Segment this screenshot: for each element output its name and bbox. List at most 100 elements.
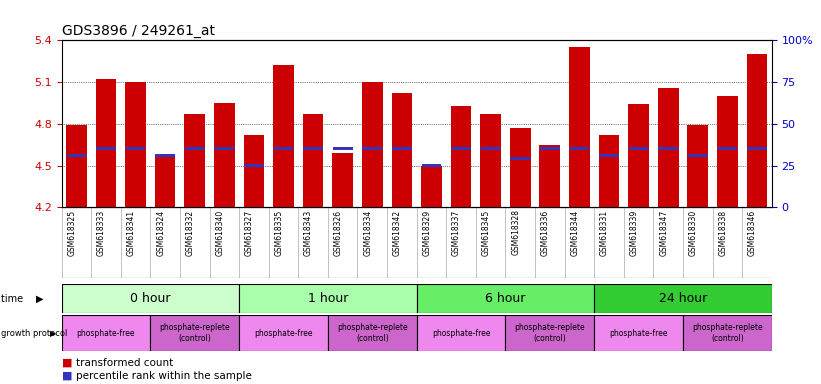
Bar: [658, 88, 678, 207]
Text: ■: ■: [62, 371, 76, 381]
Text: GSM618333: GSM618333: [97, 210, 106, 256]
Bar: [683, 315, 772, 351]
Bar: [687, 125, 709, 207]
Bar: [540, 147, 560, 150]
Bar: [96, 147, 116, 150]
Text: phosphate-free: phosphate-free: [432, 329, 490, 338]
Bar: [421, 166, 442, 207]
Text: GSM618342: GSM618342: [393, 210, 401, 256]
Bar: [510, 128, 530, 207]
Text: GSM618335: GSM618335: [274, 210, 283, 256]
Text: GSM618338: GSM618338: [718, 210, 727, 256]
Bar: [155, 154, 175, 157]
Bar: [214, 147, 234, 150]
Bar: [273, 65, 294, 207]
Text: GSM618344: GSM618344: [571, 210, 580, 256]
Text: phosphate-replete
(control): phosphate-replete (control): [515, 323, 585, 343]
Bar: [570, 147, 589, 150]
Bar: [62, 315, 150, 351]
Text: time: time: [1, 293, 26, 304]
Bar: [239, 315, 328, 351]
Text: growth protocol: growth protocol: [1, 329, 70, 338]
Bar: [328, 315, 416, 351]
Bar: [303, 147, 323, 150]
Bar: [244, 164, 264, 167]
Text: GSM618328: GSM618328: [511, 210, 521, 255]
Text: GSM618330: GSM618330: [689, 210, 698, 256]
Bar: [95, 79, 117, 207]
Bar: [480, 114, 501, 207]
Bar: [185, 147, 204, 150]
Text: GSM618331: GSM618331: [600, 210, 609, 256]
Text: GSM618336: GSM618336: [541, 210, 550, 256]
Text: transformed count: transformed count: [76, 358, 173, 368]
Bar: [66, 125, 87, 207]
Bar: [481, 147, 501, 150]
Text: ▶: ▶: [36, 293, 44, 304]
Bar: [658, 147, 678, 150]
Bar: [239, 284, 416, 313]
Bar: [452, 147, 471, 150]
Bar: [688, 154, 708, 157]
Bar: [416, 315, 506, 351]
Text: GSM618341: GSM618341: [126, 210, 135, 256]
Text: GSM618345: GSM618345: [482, 210, 491, 256]
Text: ▶: ▶: [50, 329, 57, 338]
Text: 24 hour: 24 hour: [658, 292, 707, 305]
Text: GSM618343: GSM618343: [304, 210, 313, 256]
Text: GDS3896 / 249261_at: GDS3896 / 249261_at: [62, 24, 214, 38]
Text: phosphate-free: phosphate-free: [609, 329, 667, 338]
Bar: [746, 54, 768, 207]
Text: phosphate-replete
(control): phosphate-replete (control): [692, 323, 763, 343]
Text: GSM618334: GSM618334: [363, 210, 372, 256]
Text: GSM618324: GSM618324: [156, 210, 165, 256]
Bar: [67, 154, 86, 157]
Bar: [273, 147, 293, 150]
Bar: [717, 96, 738, 207]
Text: phosphate-replete
(control): phosphate-replete (control): [337, 323, 407, 343]
Text: 6 hour: 6 hour: [485, 292, 525, 305]
Bar: [362, 82, 383, 207]
Bar: [594, 315, 683, 351]
Text: phosphate-free: phosphate-free: [76, 329, 135, 338]
Text: GSM618346: GSM618346: [748, 210, 757, 256]
Bar: [511, 157, 530, 160]
Bar: [539, 145, 560, 207]
Bar: [185, 114, 205, 207]
Text: 1 hour: 1 hour: [308, 292, 348, 305]
Bar: [150, 315, 239, 351]
Bar: [629, 147, 649, 150]
Bar: [422, 164, 442, 167]
Bar: [392, 147, 411, 150]
Text: percentile rank within the sample: percentile rank within the sample: [76, 371, 252, 381]
Bar: [594, 284, 772, 313]
Text: GSM618347: GSM618347: [659, 210, 668, 256]
Bar: [333, 147, 352, 150]
Bar: [126, 147, 145, 150]
Text: GSM618325: GSM618325: [67, 210, 76, 256]
Text: 0 hour: 0 hour: [130, 292, 171, 305]
Text: GSM618327: GSM618327: [245, 210, 254, 256]
Bar: [599, 154, 619, 157]
Text: GSM618337: GSM618337: [452, 210, 461, 256]
Bar: [416, 284, 594, 313]
Text: GSM618332: GSM618332: [186, 210, 195, 256]
Bar: [628, 104, 649, 207]
Bar: [718, 147, 737, 150]
Bar: [569, 47, 589, 207]
Text: GSM618329: GSM618329: [423, 210, 432, 256]
Text: GSM618340: GSM618340: [215, 210, 224, 256]
Bar: [155, 157, 176, 207]
Text: GSM618326: GSM618326: [333, 210, 342, 256]
Bar: [125, 82, 146, 207]
Bar: [214, 103, 235, 207]
Text: ■: ■: [62, 358, 76, 368]
Text: phosphate-replete
(control): phosphate-replete (control): [159, 323, 230, 343]
Bar: [506, 315, 594, 351]
Bar: [451, 106, 471, 207]
Bar: [599, 135, 619, 207]
Text: GSM618339: GSM618339: [630, 210, 639, 256]
Bar: [303, 114, 323, 207]
Bar: [362, 147, 382, 150]
Text: phosphate-free: phosphate-free: [255, 329, 313, 338]
